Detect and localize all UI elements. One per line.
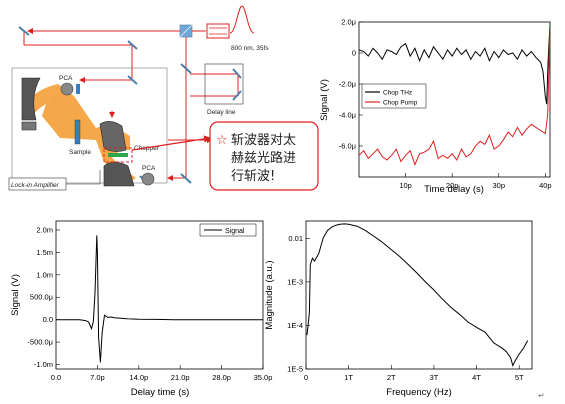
note-box — [209, 121, 319, 191]
y-tick-label: 0.0 — [43, 315, 53, 324]
y-tick-label: 0.01 — [288, 234, 303, 243]
y-tick-label: 1E-4 — [287, 321, 303, 330]
y-tick-label: -2.0μ — [339, 80, 356, 89]
x-tick-label: 0.0 — [51, 373, 61, 382]
y-axis-label: Signal (V) — [10, 274, 21, 316]
note-line-1: 斩波器对太 — [231, 133, 296, 148]
x-tick-label: 21.0p — [171, 373, 190, 382]
x-tick-label: 30p — [492, 181, 505, 190]
x-tick-label: 5T — [515, 373, 524, 382]
series-line-spectrum — [306, 223, 529, 368]
sample — [74, 119, 81, 145]
x-tick-label: 10p — [399, 181, 412, 190]
plot-frame — [305, 220, 533, 370]
x-tick-label: 3T — [430, 373, 439, 382]
y-tick-label: -4.0μ — [339, 111, 356, 120]
y-tick-label: 500.0μ — [30, 293, 53, 302]
y-tick-label: -6.0μ — [339, 142, 356, 151]
series-line-chop-thz — [359, 23, 550, 105]
parabolic-mirrors — [21, 77, 135, 187]
note-line-2: 赫兹光路进 — [231, 150, 296, 166]
x-tick-label: 35.0p — [254, 373, 273, 382]
x-tick-label: 20p — [446, 181, 459, 190]
y-axis-label: Magnitude (a.u.) — [264, 260, 275, 329]
return-glyph: ↵ — [538, 391, 545, 400]
chopper-label: Chopper — [134, 145, 160, 152]
pulse-shape-icon — [229, 5, 255, 34]
series-line-chop-pump — [359, 25, 550, 166]
y-tick-label: 1.5m — [36, 248, 53, 257]
y-tick-label: 0 — [352, 49, 356, 58]
setup-diagram: 800 nm, 35fs — [8, 5, 319, 191]
laser-label: 800 nm, 35fs — [231, 45, 269, 52]
legend-box — [199, 223, 257, 237]
laser-source — [206, 23, 230, 39]
legend-label: Chop THz — [383, 90, 412, 97]
y-tick-label: -1.0m — [34, 360, 53, 369]
legend-label: Chop Pump — [383, 100, 418, 107]
plot-frame — [358, 21, 551, 178]
thz-beam — [28, 84, 136, 184]
series-line-signal — [56, 235, 263, 363]
y-tick-label: 2.0μ — [341, 18, 356, 27]
sample-label: Sample — [69, 149, 91, 156]
plot-frame — [55, 220, 264, 370]
beam-path — [23, 28, 239, 181]
star-icon: ☆ — [216, 133, 228, 148]
delay-line — [204, 63, 244, 105]
note-line-3: 行斩波! — [231, 169, 275, 184]
chopper-box — [103, 147, 133, 163]
x-tick-label: 7.0p — [90, 373, 105, 382]
y-tick-label: 1E-5 — [287, 365, 303, 374]
x-axis-label: Frequency (Hz) — [386, 387, 451, 398]
legend-box — [361, 83, 427, 109]
pca-top — [60, 82, 74, 96]
x-tick-label: 1T — [344, 373, 353, 382]
lock-in-label: Lock-in Amplifier — [11, 182, 60, 189]
y-tick-label: 1.0m — [36, 270, 53, 279]
chopper — [108, 153, 128, 157]
y-tick-label: 1E-3 — [287, 277, 303, 286]
x-tick-label: 4T — [472, 373, 481, 382]
chop-chart: 10p 20p 30p 40p 2.0μ 0 -2.0μ -4.0μ -6.0μ Time del… — [319, 18, 552, 196]
spectrum-chart: 0 1T 2T 3T 4T 5T 0.01 1E-3 1E-4 1E-5 Frequency (Hz… — [264, 220, 533, 398]
x-axis-label: Delay time (s) — [131, 387, 190, 398]
x-tick-label: 14.0p — [129, 373, 148, 382]
legend-label: Signal — [225, 228, 245, 235]
pca-bottom — [141, 172, 155, 186]
pca-top-label: PCA — [59, 75, 73, 82]
y-tick-label: 2.0m — [36, 225, 53, 234]
y-tick-label: -500.0μ — [27, 338, 53, 347]
x-tick-label: 2T — [387, 373, 396, 382]
x-tick-label: 40p — [539, 181, 552, 190]
x-axis-label: Time delay (s) — [424, 184, 484, 195]
pca-bottom-label: PCA — [142, 165, 156, 172]
delay-line-label: Delay line — [207, 109, 236, 116]
time-domain-chart: 0.0 7.0p 14.0p 21.0p 28.0p 35.0p 2.0m 1.5m 1.0m 5… — [10, 220, 273, 398]
y-axis-label: Signal (V) — [319, 79, 330, 121]
callout-arrow — [131, 135, 212, 151]
setup-frame — [11, 67, 168, 184]
x-tick-label: 28.0p — [212, 373, 231, 382]
x-tick-label: 0 — [304, 373, 308, 382]
